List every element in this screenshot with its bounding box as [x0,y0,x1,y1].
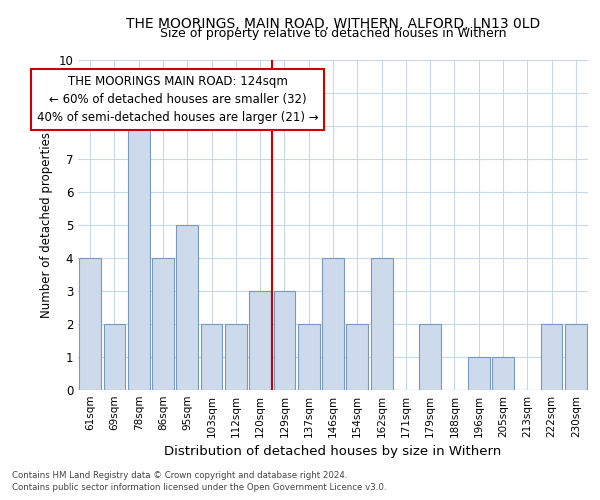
Bar [322,258,344,390]
Bar [128,126,149,390]
Text: Size of property relative to detached houses in Withern: Size of property relative to detached ho… [160,28,506,40]
Text: THE MOORINGS MAIN ROAD: 124sqm
← 60% of detached houses are smaller (32)
40% of : THE MOORINGS MAIN ROAD: 124sqm ← 60% of … [37,75,319,124]
Bar [346,324,368,390]
Text: THE MOORINGS, MAIN ROAD, WITHERN, ALFORD, LN13 0LD: THE MOORINGS, MAIN ROAD, WITHERN, ALFORD… [126,18,540,32]
Bar [492,357,514,390]
Bar [419,324,441,390]
Bar [249,291,271,390]
Bar [176,225,198,390]
Bar [200,324,223,390]
Y-axis label: Number of detached properties: Number of detached properties [40,132,53,318]
Bar [298,324,320,390]
Bar [371,258,392,390]
Bar [79,258,101,390]
Bar [104,324,125,390]
Bar [225,324,247,390]
Bar [541,324,562,390]
Text: Contains HM Land Registry data © Crown copyright and database right 2024.: Contains HM Land Registry data © Crown c… [12,471,347,480]
Text: Contains public sector information licensed under the Open Government Licence v3: Contains public sector information licen… [12,484,386,492]
Bar [274,291,295,390]
X-axis label: Distribution of detached houses by size in Withern: Distribution of detached houses by size … [164,446,502,458]
Bar [468,357,490,390]
Bar [565,324,587,390]
Bar [152,258,174,390]
